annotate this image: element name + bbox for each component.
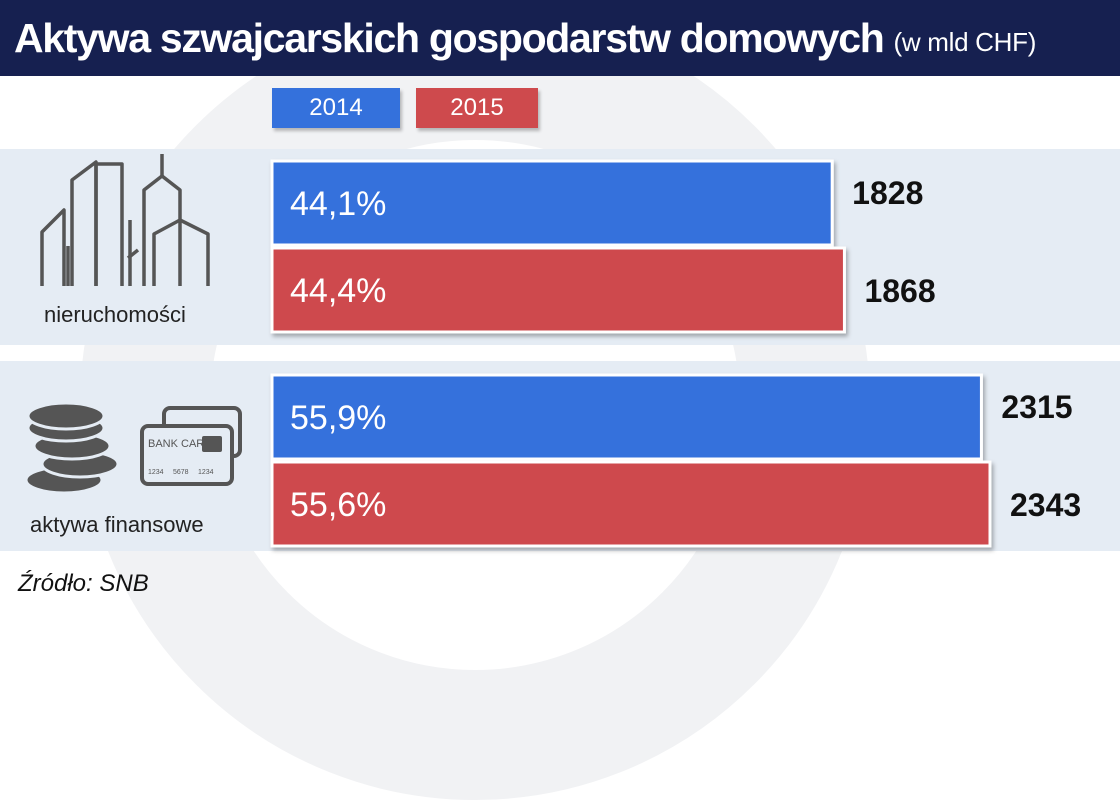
bar-chart: 44,1% 1828 44,4% 1868 55,9% 2315 55,6% 2343 [270, 159, 1081, 548]
bar-value-label-nieruchomosci-2015: 1868 [864, 273, 935, 309]
bar-value-label-aktywa-finansowe-2015: 2343 [1010, 487, 1081, 523]
city-buildings-icon [38, 150, 228, 295]
category-label-nieruchomosci: nieruchomości [44, 302, 186, 327]
source-note: Źródło: SNB [18, 570, 149, 597]
card-brand-text: BANK CARD [148, 438, 212, 450]
bar-nieruchomosci-2014 [270, 159, 834, 247]
bar-aktywa-finansowe-2015 [270, 460, 992, 548]
bar-share-label-aktywa-finansowe-2014: 55,9% [290, 399, 386, 437]
legend-item-2015: 2015 [416, 88, 538, 128]
card-number-3: 1234 [198, 469, 214, 476]
bar-value-label-nieruchomosci-2014: 1828 [852, 175, 923, 211]
bar-share-label-aktywa-finansowe-2015: 55,6% [290, 486, 386, 524]
bar-share-label-nieruchomosci-2015: 44,4% [290, 272, 386, 310]
chart-subtitle: (w mld CHF) [893, 26, 1037, 57]
bar-share-label-nieruchomosci-2014: 44,1% [290, 185, 386, 223]
bar-aktywa-finansowe-2014 [270, 373, 983, 461]
card-number-2: 5678 [173, 469, 189, 476]
header-banner: Aktywa szwajcarskich gospodarstw domowyc… [0, 0, 1120, 76]
chart-title: Aktywa szwajcarskich gospodarstw domowyc… [14, 14, 885, 61]
bar-value-label-aktywa-finansowe-2014: 2315 [1001, 389, 1072, 425]
bar-nieruchomosci-2015 [270, 246, 846, 334]
card-number-1: 1234 [148, 469, 164, 476]
legend-item-2014: 2014 [272, 88, 400, 128]
category-label-aktywa-finansowe: aktywa finansowe [30, 512, 204, 537]
coins-and-bank-card-icon: BANK CARD 1234 5678 1234 [22, 400, 247, 505]
